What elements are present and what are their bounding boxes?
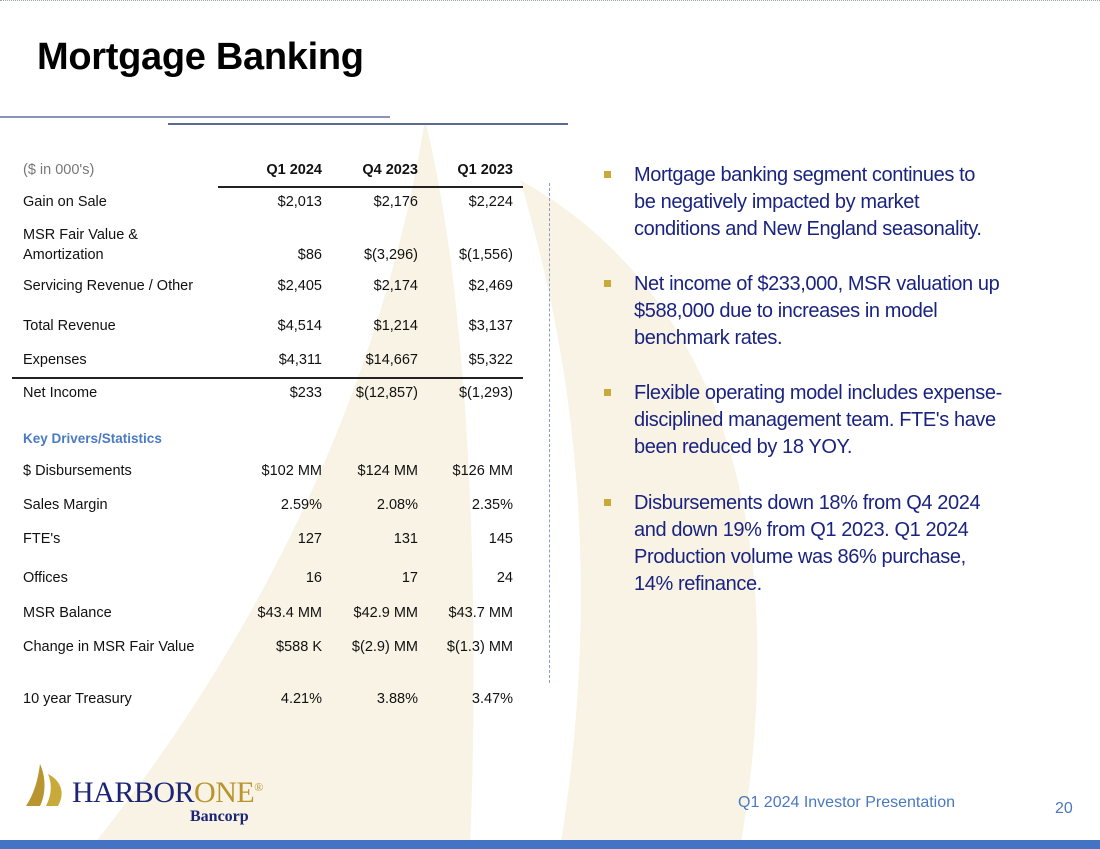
title-rule	[0, 116, 390, 118]
bullet-square-icon	[604, 171, 611, 178]
harborone-logo: HARBORONE® Bancorp	[26, 760, 286, 830]
stat-row: Offices 16 17 24	[23, 570, 513, 586]
stat-row: $ Disbursements $102 MM $124 MM $126 MM	[23, 463, 513, 479]
footer-bar	[0, 840, 1100, 849]
title-rule-2	[168, 123, 568, 125]
column-header: Q1 2024	[266, 162, 322, 178]
net-income-divider	[12, 377, 523, 379]
bullet-square-icon	[604, 280, 611, 287]
stat-row: Change in MSR Fair Value $588 K $(2.9) M…	[23, 639, 513, 655]
header-divider	[218, 186, 523, 188]
table-row: Expenses $4,311 $14,667 $5,322	[23, 352, 513, 368]
column-header: Q1 2023	[457, 162, 513, 178]
column-header: Q4 2023	[362, 162, 418, 178]
sail-logo-icon	[26, 764, 62, 806]
stat-row: MSR Balance $43.4 MM $42.9 MM $43.7 MM	[23, 605, 513, 621]
stat-row: 10 year Treasury 4.21% 3.88% 3.47%	[23, 691, 513, 707]
section-label: Key Drivers/Statistics	[23, 431, 162, 446]
table-header: ($ in 000's) Q1 2024 Q4 2023 Q1 2023	[23, 162, 523, 182]
table-row: MSR Fair Value & Amortization $86 $(3,29…	[23, 227, 513, 263]
stat-row: Sales Margin 2.59% 2.08% 2.35%	[23, 497, 513, 513]
page-number: 20	[1055, 800, 1073, 817]
page-title: Mortgage Banking	[37, 36, 364, 78]
bullet-square-icon	[604, 389, 611, 396]
table-row: Servicing Revenue / Other $2,405 $2,174 …	[23, 278, 513, 294]
table-row: Gain on Sale $2,013 $2,176 $2,224	[23, 194, 513, 210]
table-row: Total Revenue $4,514 $1,214 $3,137	[23, 318, 513, 334]
bullet-square-icon	[604, 499, 611, 506]
unit-label: ($ in 000's)	[23, 162, 95, 178]
top-dotted-border	[0, 0, 1100, 3]
column-divider	[549, 183, 550, 683]
stat-row: FTE's 127 131 145	[23, 531, 513, 547]
table-row: Net Income $233 $(12,857) $(1,293)	[23, 385, 513, 401]
presentation-label: Q1 2024 Investor Presentation	[738, 794, 956, 811]
